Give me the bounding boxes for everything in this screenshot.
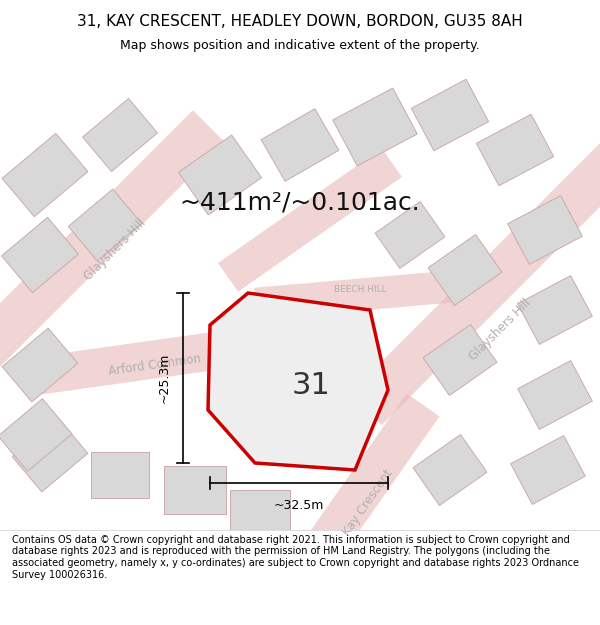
Polygon shape bbox=[254, 271, 456, 319]
Text: BEECH HILL: BEECH HILL bbox=[334, 286, 386, 294]
Polygon shape bbox=[518, 361, 592, 429]
Polygon shape bbox=[29, 324, 271, 396]
Polygon shape bbox=[333, 88, 417, 166]
Polygon shape bbox=[476, 114, 554, 186]
Polygon shape bbox=[423, 324, 497, 396]
Polygon shape bbox=[0, 399, 72, 471]
Text: Glayshers Hill: Glayshers Hill bbox=[467, 297, 533, 363]
Text: ~25.3m: ~25.3m bbox=[158, 352, 171, 403]
Polygon shape bbox=[208, 293, 388, 470]
Polygon shape bbox=[83, 99, 157, 171]
Polygon shape bbox=[2, 328, 78, 402]
Polygon shape bbox=[350, 125, 600, 425]
Polygon shape bbox=[412, 79, 488, 151]
Polygon shape bbox=[508, 196, 582, 264]
Polygon shape bbox=[91, 452, 149, 498]
Polygon shape bbox=[511, 436, 585, 504]
Text: Arford Common: Arford Common bbox=[108, 352, 202, 378]
Polygon shape bbox=[68, 189, 142, 261]
Polygon shape bbox=[375, 202, 445, 268]
Polygon shape bbox=[428, 234, 502, 306]
Text: Contains OS data © Crown copyright and database right 2021. This information is : Contains OS data © Crown copyright and d… bbox=[12, 535, 579, 579]
Text: Glayshers Hill: Glayshers Hill bbox=[82, 217, 148, 283]
Polygon shape bbox=[178, 135, 262, 215]
Polygon shape bbox=[2, 217, 79, 292]
Polygon shape bbox=[281, 393, 439, 597]
Text: Kay Crescent: Kay Crescent bbox=[340, 466, 395, 538]
Polygon shape bbox=[261, 109, 339, 181]
Text: 31: 31 bbox=[291, 371, 330, 399]
Polygon shape bbox=[518, 276, 592, 344]
Text: ~32.5m: ~32.5m bbox=[274, 499, 324, 512]
Polygon shape bbox=[218, 148, 402, 292]
Polygon shape bbox=[164, 466, 226, 514]
Polygon shape bbox=[230, 490, 290, 536]
Text: Map shows position and indicative extent of the property.: Map shows position and indicative extent… bbox=[120, 39, 480, 51]
Polygon shape bbox=[2, 133, 88, 217]
Polygon shape bbox=[413, 434, 487, 506]
Polygon shape bbox=[0, 111, 224, 389]
Text: ~411m²/~0.101ac.: ~411m²/~0.101ac. bbox=[179, 191, 421, 215]
Text: 31, KAY CRESCENT, HEADLEY DOWN, BORDON, GU35 8AH: 31, KAY CRESCENT, HEADLEY DOWN, BORDON, … bbox=[77, 14, 523, 29]
Polygon shape bbox=[12, 418, 88, 492]
